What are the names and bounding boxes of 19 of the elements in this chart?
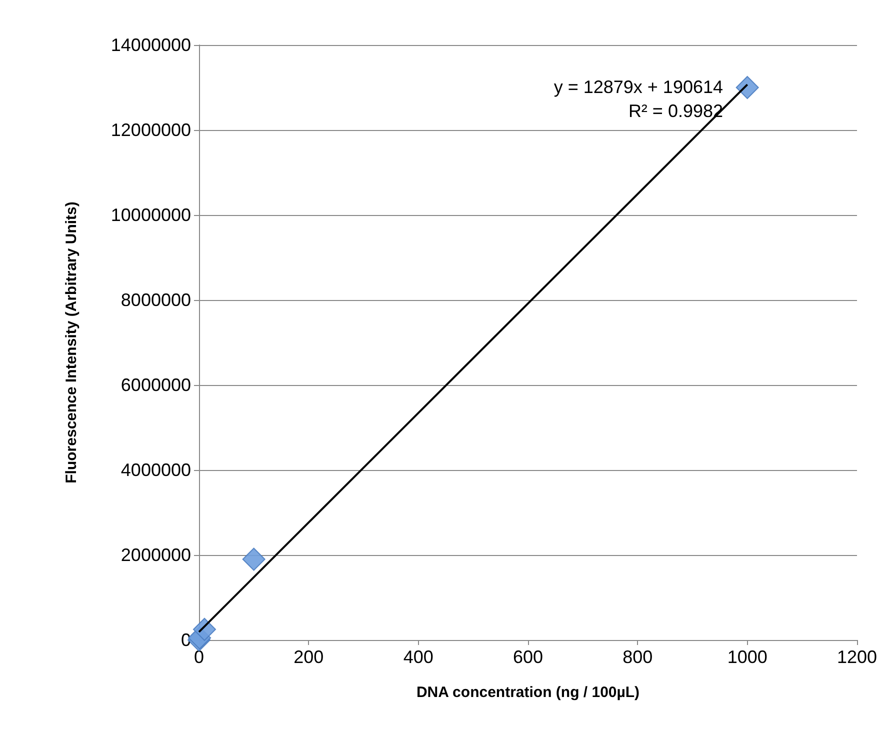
x-tick-label: 0 (194, 647, 204, 667)
x-tick-label: 1200 (836, 647, 878, 667)
x-tick-label: 200 (294, 647, 324, 667)
x-tick-label: 800 (622, 647, 653, 667)
y-tick-label: 8000000 (120, 290, 191, 310)
x-tick-label: 600 (512, 647, 544, 667)
y-tick-label: 10000000 (110, 205, 191, 225)
y-axis-title: Fluorescence Intensity (Arbitrary Units) (63, 202, 80, 484)
y-tick-label: 4000000 (120, 460, 191, 480)
x-tick-label: 400 (403, 647, 434, 667)
y-tick-label: 0 (180, 630, 191, 650)
x-axis-title: DNA concentration (ng / 100µL) (416, 684, 640, 701)
x-tick-label: 1000 (727, 647, 768, 667)
annotation: y = 12879x + 190614 (554, 77, 724, 97)
annotation: R² = 0.9982 (628, 101, 723, 121)
y-tick-label: 2000000 (120, 545, 191, 565)
y-tick-label: 6000000 (120, 375, 191, 395)
y-tick-label: 12000000 (110, 120, 191, 140)
y-tick-label: 14000000 (110, 35, 191, 55)
